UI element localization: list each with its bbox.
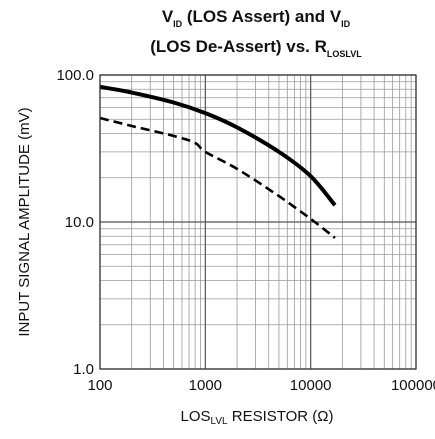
chart-title-line-2: (LOS De-Assert) vs. RLOSLVL [150, 37, 362, 59]
y-tick-labels: 1.0 10.0 100.0 [56, 67, 94, 378]
title-v2-subscript: ID [341, 19, 351, 29]
x-tick-labels: 100 1000 10000 100000 [87, 377, 435, 394]
y-tick-label: 10.0 [65, 214, 94, 231]
x-tick-label: 100000 [391, 377, 435, 394]
title-assert-text: (LOS Assert) and V [182, 7, 342, 26]
title-deassert-text: (LOS De-Assert) vs. R [150, 37, 327, 56]
x-tick-label: 10000 [290, 377, 332, 394]
y-axis-label: INPUT SIGNAL AMPLITUDE (mV) [16, 107, 33, 336]
title-v1-subscript: ID [173, 19, 183, 29]
x-axis-label-main: LOS [180, 408, 210, 425]
y-tick-label: 100.0 [56, 67, 94, 84]
x-tick-label: 100 [87, 377, 112, 394]
series-layer [99, 84, 337, 239]
x-axis-label: LOSLVL RESISTOR (Ω) [180, 408, 333, 427]
series-line-los-deassert [99, 116, 336, 239]
x-tick-label: 1000 [189, 377, 222, 394]
title-r-subscript: LOSLVL [327, 49, 362, 59]
y-tick-label: 1.0 [73, 361, 94, 378]
x-axis-label-subscript: LVL [211, 416, 228, 427]
plot-frame [99, 74, 417, 370]
x-axis-label-rest: RESISTOR (Ω) [228, 408, 334, 425]
series-line-los-assert [99, 84, 337, 207]
title-v1: V [162, 7, 174, 26]
chart-title-line-1: VID (LOS Assert) and VID [162, 7, 351, 29]
